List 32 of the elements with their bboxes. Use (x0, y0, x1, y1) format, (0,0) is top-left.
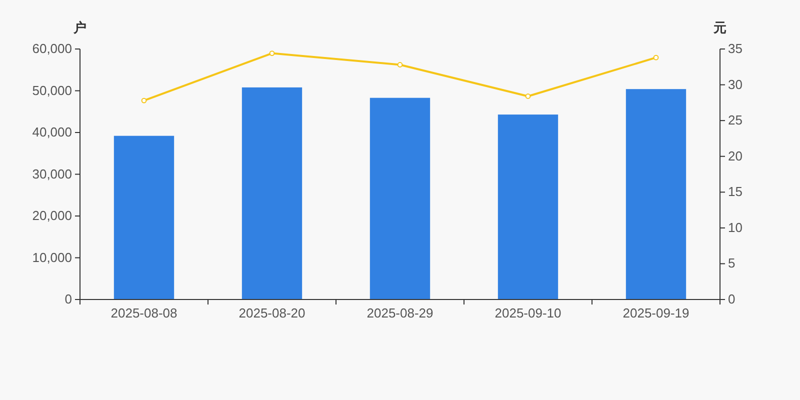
point (141, 98, 147, 104)
y-axis-title: 户 (72, 20, 86, 35)
y2-tick-label: 30 (728, 76, 742, 92)
y-tick-label: 0 (64, 292, 72, 306)
y2-tick-label: 15 (728, 184, 742, 200)
bar (114, 136, 174, 300)
y2-tick-label: 10 (728, 220, 742, 235)
x-tick-label: 2025-08-20 (238, 306, 306, 320)
y-tick-label: 10,000 (32, 250, 72, 265)
y2-tick-label: 0 (728, 292, 736, 306)
y2-tick-label: 5 (728, 256, 736, 271)
point (397, 62, 403, 68)
y2-tick-label: 35 (728, 41, 742, 56)
bar (242, 87, 302, 300)
y2-tick-label: 20 (728, 148, 742, 164)
bar (498, 114, 558, 300)
x-tick-label: 2025-09-19 (622, 306, 690, 320)
x-tick-label: 2025-08-08 (110, 306, 178, 320)
y-tick-label: 50,000 (32, 82, 72, 98)
y-tick-label: 20,000 (32, 208, 72, 223)
y-tick-label: 60,000 (32, 41, 72, 56)
y2-axis-title: 元 (712, 20, 726, 35)
bar (370, 98, 430, 300)
point (525, 94, 531, 99)
bar (626, 89, 686, 300)
y-tick-label: 30,000 (32, 166, 72, 182)
x-tick-label: 2025-09-10 (494, 306, 562, 320)
x-tick-label: 2025-08-29 (366, 306, 434, 320)
point (269, 50, 275, 56)
y2-tick-label: 25 (728, 112, 742, 128)
point (653, 54, 659, 60)
y-tick-label: 40,000 (32, 124, 72, 140)
